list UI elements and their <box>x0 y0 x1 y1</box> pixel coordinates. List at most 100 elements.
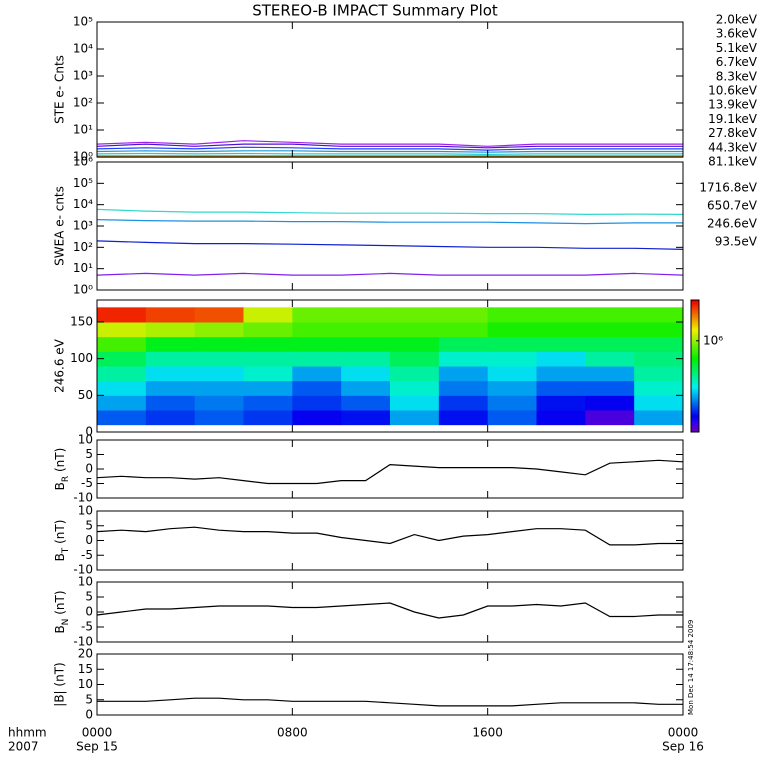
spectrogram-cell <box>585 366 635 382</box>
colorbar-segment <box>691 405 699 409</box>
colorbar-segment <box>691 383 699 387</box>
colorbar-segment <box>691 366 699 369</box>
y-axis-label-part: N <box>61 619 71 626</box>
colorbar-segment <box>691 394 699 398</box>
colorbar-segment <box>691 381 699 385</box>
y-tick-label: 20 <box>78 647 93 661</box>
legend-label: 246.6eV <box>707 217 758 231</box>
y-tick-label: 10 <box>78 677 93 691</box>
colorbar-segment <box>691 324 699 327</box>
colorbar-segment <box>691 425 699 429</box>
colorbar-segment <box>691 335 699 338</box>
y-tick-label: 0 <box>85 605 93 619</box>
y-axis-label: BT (nT) <box>53 520 71 562</box>
spectrogram-cell <box>390 380 440 396</box>
spectrogram-cell <box>634 307 684 323</box>
spectrogram-cell <box>97 322 147 338</box>
y-tick-label: 15 <box>78 662 93 676</box>
colorbar-tick-label: 10⁶ <box>703 333 723 347</box>
colorbar-segment <box>691 300 699 303</box>
colorbar-segment <box>691 421 699 424</box>
legend-label: 8.3keV <box>716 69 758 83</box>
colorbar-segment <box>691 429 699 433</box>
y-tick-label: 10² <box>73 240 93 254</box>
spectrogram-cell <box>585 380 635 396</box>
colorbar-segment <box>691 357 699 360</box>
spectrogram-cell <box>97 395 147 411</box>
spectrogram-cell <box>634 395 684 411</box>
spectrogram-cell <box>438 307 489 323</box>
spectrogram-cell <box>536 366 586 382</box>
spectrogram-cell <box>292 336 342 352</box>
y-tick-label: 10³ <box>73 219 93 233</box>
y-tick-label: 0 <box>85 462 93 476</box>
spectrogram-cell <box>243 351 293 367</box>
spectrogram-cell <box>390 410 440 426</box>
y-axis-label-part: B <box>53 553 67 561</box>
colorbar-segment <box>691 308 699 312</box>
legend-label: 6.7keV <box>716 55 758 69</box>
colorbar-segment <box>691 363 699 367</box>
spectrogram-cell <box>194 336 244 352</box>
y-tick-label: 50 <box>78 388 93 402</box>
x-tick-date: Sep 15 <box>76 740 118 754</box>
spectrogram-cell <box>341 395 391 411</box>
colorbar-segment <box>691 416 699 420</box>
spectrogram-cell <box>194 366 244 382</box>
colorbar-segment <box>691 306 699 310</box>
colorbar-segment <box>691 388 699 391</box>
y-tick-label: -5 <box>81 548 93 562</box>
legend-label: 19.1keV <box>708 112 758 126</box>
spectrogram-cell <box>390 322 440 338</box>
y-tick-label: 0 <box>85 425 93 439</box>
spectrogram-cell <box>438 366 489 382</box>
spectrogram-cell <box>97 351 147 367</box>
spectrogram-cell <box>194 322 244 338</box>
y-tick-label: 10¹ <box>73 123 93 137</box>
y-tick-label: 10⁵ <box>73 15 93 29</box>
spectrogram-cell <box>487 322 537 338</box>
colorbar-segment <box>691 427 699 431</box>
spectrogram-cell <box>97 366 147 382</box>
y-tick-label: 100 <box>70 351 93 365</box>
spectrogram-cell <box>585 395 635 411</box>
y-tick-label: 10 <box>78 504 93 518</box>
colorbar-segment <box>691 399 699 402</box>
colorbar-segment <box>691 339 699 343</box>
spectrogram-cell <box>634 410 684 426</box>
spectrogram-cell <box>585 410 635 426</box>
colorbar-segment <box>691 322 699 325</box>
legend-label: 81.1keV <box>708 155 758 169</box>
y-axis-label-part: B <box>53 482 67 490</box>
x-tick-date: Sep 16 <box>662 740 704 754</box>
y-tick-label: 10⁰ <box>73 150 93 164</box>
colorbar-segment <box>691 374 699 378</box>
panel-frame <box>96 510 684 571</box>
data-line <box>97 697 683 707</box>
panel-frame <box>96 161 684 291</box>
y-axis-label-part: T <box>61 547 71 554</box>
y-tick-label: 150 <box>70 315 93 329</box>
spectrogram-cell <box>97 380 147 396</box>
spectrogram-cell <box>390 307 440 323</box>
colorbar-segment <box>691 377 699 380</box>
y-tick-label: 10⁴ <box>73 197 93 211</box>
legend-label: 2.0keV <box>716 13 758 27</box>
y-axis-label: |B| (nT) <box>53 662 67 706</box>
y-axis-label-part: (nT) <box>53 520 67 548</box>
legend-label: 93.5eV <box>715 235 758 249</box>
chart-title: STEREO-B IMPACT Summary Plot <box>252 2 498 20</box>
spectrogram-cell <box>243 336 293 352</box>
spectrogram-cell <box>145 336 196 352</box>
data-line <box>96 602 683 619</box>
colorbar-segment <box>691 379 699 382</box>
colorbar-segment <box>691 302 699 305</box>
y-tick-label: 10⁰ <box>73 283 93 297</box>
colorbar-segment <box>691 348 699 352</box>
spectrogram-cell <box>487 380 537 396</box>
spectrogram-cell <box>292 307 342 323</box>
colorbar-segment <box>691 410 699 413</box>
y-tick-label: 10⁴ <box>73 42 93 56</box>
data-line <box>96 459 684 485</box>
spectrogram-cell <box>292 351 342 367</box>
